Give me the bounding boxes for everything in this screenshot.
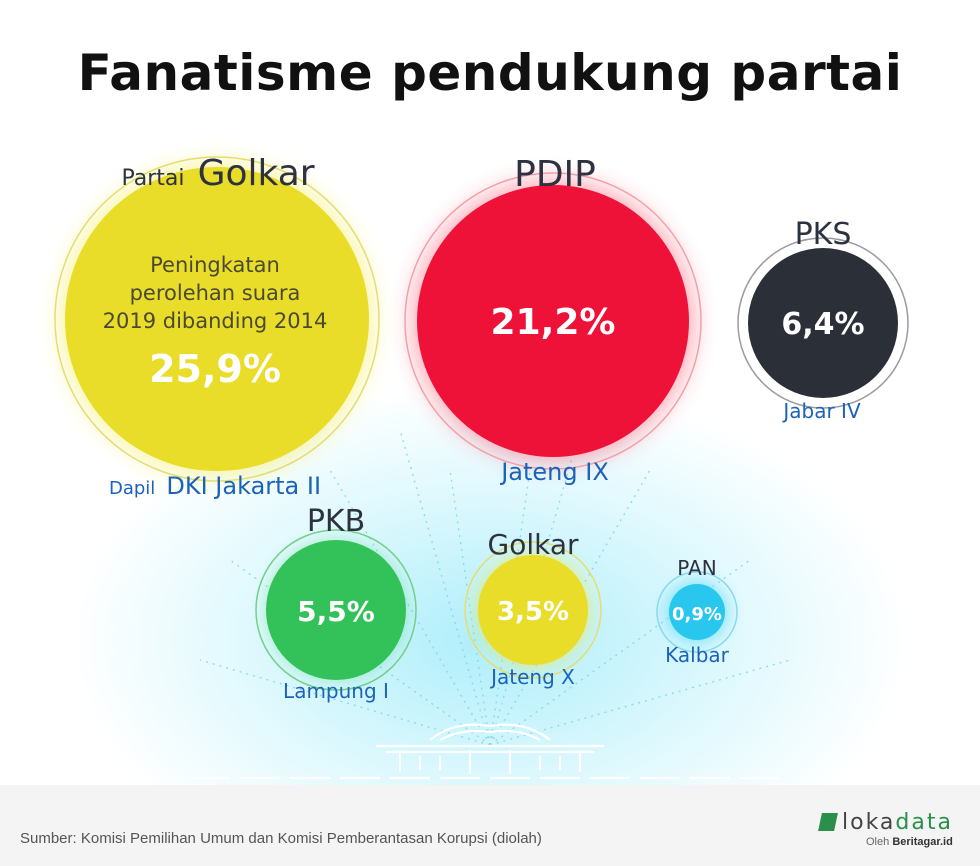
footer-band (0, 785, 980, 866)
bubble-pdip: PDIP 21,2% Jateng IX (404, 154, 702, 486)
bubble-dapil-label: Dapil DKI Jakarta II (109, 472, 321, 500)
bubble-circle (478, 555, 588, 665)
bubble-outer-ring (737, 237, 909, 409)
byline: Oleh Beritagar.id (866, 836, 953, 848)
bubble-dapil-label: Lampung I (283, 679, 389, 703)
bubble-outer-ring (464, 541, 602, 679)
bubble-value: 6,4% (781, 307, 864, 342)
bubble-party-label: Golkar (488, 528, 579, 561)
bubble-value: 3,5% (497, 597, 569, 627)
brand-name-first: loka (842, 810, 896, 835)
bubble-caption-line-2: perolehan suara (130, 281, 301, 305)
parliament-building-icon (190, 723, 790, 780)
bubble-circle (748, 248, 898, 398)
bubble-pkb: PKB 5,5% Lampung I (255, 504, 417, 703)
bubble-party-label: PDIP (514, 154, 596, 195)
bubble-golkar-jateng: Golkar 3,5% Jateng X (464, 528, 602, 689)
bubble-circle (669, 584, 725, 640)
bubble-dapil-label: Jateng IX (499, 458, 609, 486)
bubble-pks: PKS 6,4% Jabar IV (737, 217, 909, 423)
bubble-circle (65, 167, 369, 471)
lokadata-logo-icon (818, 813, 838, 831)
bubble-caption-line-1: Peningkatan (150, 253, 280, 277)
bubble-circle (266, 540, 406, 680)
bubble-value: 5,5% (297, 595, 375, 628)
bubble-outer-ring (656, 571, 738, 653)
source-note: Sumber: Komisi Pemilihan Umum dan Komisi… (20, 830, 542, 847)
bubble-golkar-dki: Partai Golkar Peningkatan perolehan suar… (54, 153, 380, 500)
bubble-value: 21,2% (491, 302, 616, 343)
bubble-circle (417, 185, 689, 457)
bubble-outer-ring (54, 156, 380, 482)
brand-name-second: data (895, 810, 953, 835)
brand-logo: lokadata (818, 810, 953, 835)
bubble-outer-ring (404, 172, 702, 470)
byline-prefix: Oleh (866, 836, 890, 848)
bubble-party-label: PKS (795, 217, 852, 252)
bubble-value: 25,9% (149, 347, 281, 391)
page-title: Fanatisme pendukung partai (77, 44, 903, 102)
bubble-party-label: PAN (677, 556, 716, 580)
bubble-pan: PAN 0,9% Kalbar (656, 556, 738, 667)
bubble-dapil-label: Kalbar (665, 643, 730, 667)
bubble-caption-line-3: 2019 dibanding 2014 (103, 309, 328, 333)
bubble-party-label: Partai Golkar (121, 153, 314, 194)
bubble-party-label: PKB (307, 504, 365, 539)
bubble-value: 0,9% (672, 604, 722, 625)
dotted-rays (199, 429, 791, 746)
bubble-dapil-label: Jateng X (489, 665, 575, 689)
bubble-outer-ring (255, 529, 417, 691)
bubble-dapil-label: Jabar IV (781, 399, 861, 423)
byline-name: Beritagar.id (892, 836, 953, 848)
